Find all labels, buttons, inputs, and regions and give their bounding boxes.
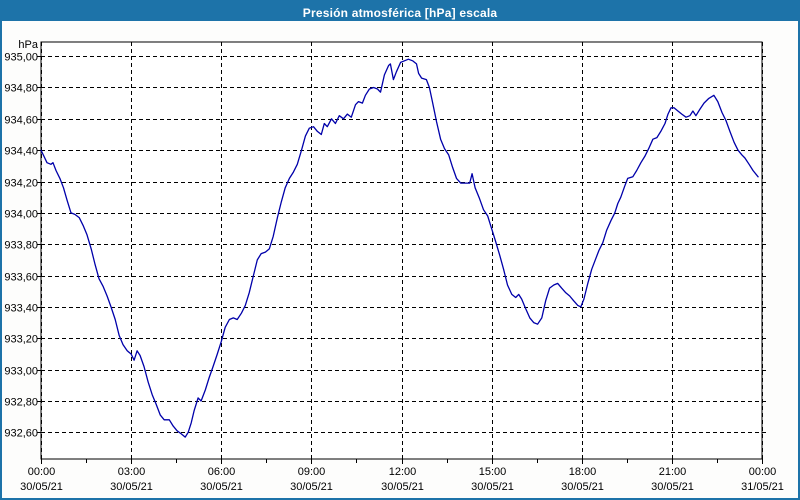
title-bar: Presión atmosférica [hPa] escala [2, 2, 798, 23]
y-tick-label: 934,40 [4, 146, 38, 158]
x-tick-time-label: 00:00 [28, 466, 56, 478]
x-tick-date-label: 30/05/21 [20, 481, 63, 493]
x-tick-date-label: 30/05/21 [471, 481, 514, 493]
y-tick-label: 933,20 [4, 334, 38, 346]
y-tick-label: 933,00 [4, 366, 38, 378]
pressure-line [40, 58, 759, 438]
x-tick-time-label: 18:00 [569, 466, 597, 478]
x-tick-time-label: 03:00 [118, 466, 146, 478]
chart-title: Presión atmosférica [hPa] escala [302, 5, 498, 20]
y-tick-label: 933,40 [4, 303, 38, 315]
x-tick-date-label: 30/05/21 [651, 481, 694, 493]
y-tick-label: 935,00 [4, 52, 38, 64]
x-tick-date-label: 30/05/21 [381, 481, 424, 493]
y-axis-labels: 935,00 934,80 934,60 934,40 934,20 934,00 933,… [4, 52, 38, 440]
y-tick-label: 932,60 [4, 428, 38, 440]
x-tick-time-label: 15:00 [479, 466, 507, 478]
x-tick-time-label: 00:00 [749, 466, 777, 478]
plot-background [41, 42, 762, 459]
y-tick-label: 934,60 [4, 115, 38, 127]
y-tick-label: 934,00 [4, 209, 38, 221]
tick-marks [37, 56, 766, 464]
y-axis-unit-label: hPa [18, 39, 38, 51]
y-tick-label: 934,80 [4, 83, 38, 95]
y-tick-label: 933,80 [4, 240, 38, 252]
y-tick-label: 934,20 [4, 178, 38, 190]
x-tick-time-label: 21:00 [659, 466, 687, 478]
x-tick-date-label: 30/05/21 [200, 481, 243, 493]
gridlines [41, 42, 763, 459]
x-tick-time-label: 09:00 [298, 466, 326, 478]
x-tick-date-label: 31/05/21 [741, 481, 784, 493]
y-tick-label: 933,60 [4, 272, 38, 284]
x-tick-date-label: 30/05/21 [110, 481, 153, 493]
x-tick-time-label: 06:00 [208, 466, 236, 478]
x-tick-date-label: 30/05/21 [290, 481, 333, 493]
x-tick-date-label: 30/05/21 [561, 481, 604, 493]
x-axis-labels: 00:00 30/05/21 03:00 30/05/21 06:00 30/05/21 0… [20, 466, 784, 493]
plot-border [40, 41, 763, 460]
y-tick-label: 932,80 [4, 397, 38, 409]
x-tick-time-label: 12:00 [389, 466, 417, 478]
